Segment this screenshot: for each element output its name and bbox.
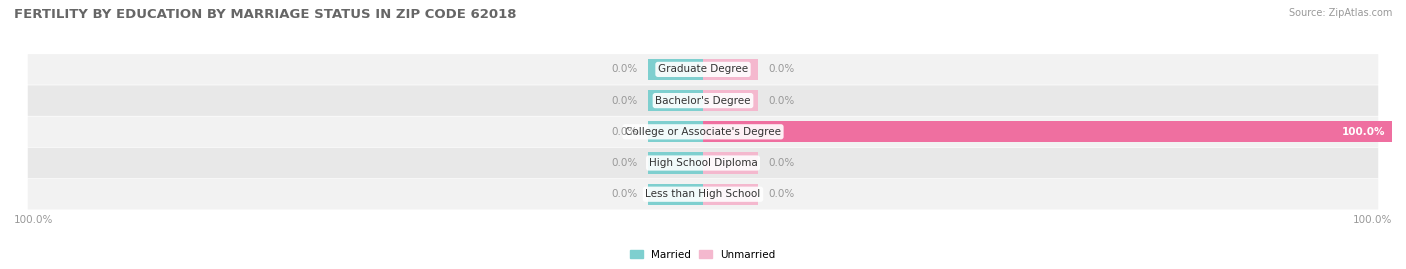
Text: 100.0%: 100.0% xyxy=(1353,214,1392,225)
Text: FERTILITY BY EDUCATION BY MARRIAGE STATUS IN ZIP CODE 62018: FERTILITY BY EDUCATION BY MARRIAGE STATU… xyxy=(14,8,516,21)
Text: 100.0%: 100.0% xyxy=(1341,127,1385,137)
Text: 0.0%: 0.0% xyxy=(612,189,637,199)
Text: 0.0%: 0.0% xyxy=(769,189,794,199)
Text: Less than High School: Less than High School xyxy=(645,189,761,199)
Bar xyxy=(703,184,758,205)
Text: College or Associate's Degree: College or Associate's Degree xyxy=(626,127,780,137)
FancyBboxPatch shape xyxy=(28,179,1378,210)
Text: 100.0%: 100.0% xyxy=(14,214,53,225)
Text: 0.0%: 0.0% xyxy=(612,64,637,75)
FancyBboxPatch shape xyxy=(28,148,1378,178)
Bar xyxy=(703,153,758,174)
Text: 0.0%: 0.0% xyxy=(612,95,637,106)
Bar xyxy=(648,153,703,174)
Bar xyxy=(703,90,758,111)
Text: Source: ZipAtlas.com: Source: ZipAtlas.com xyxy=(1288,8,1392,18)
Text: 0.0%: 0.0% xyxy=(612,127,637,137)
FancyBboxPatch shape xyxy=(28,85,1378,116)
FancyBboxPatch shape xyxy=(28,54,1378,85)
Bar xyxy=(648,121,703,142)
Bar xyxy=(703,121,1392,142)
Bar xyxy=(648,59,703,80)
Text: 0.0%: 0.0% xyxy=(612,158,637,168)
Text: Bachelor's Degree: Bachelor's Degree xyxy=(655,95,751,106)
Text: High School Diploma: High School Diploma xyxy=(648,158,758,168)
FancyBboxPatch shape xyxy=(28,116,1378,147)
Text: 0.0%: 0.0% xyxy=(769,95,794,106)
Text: 0.0%: 0.0% xyxy=(769,158,794,168)
Bar xyxy=(648,184,703,205)
Bar xyxy=(648,90,703,111)
Legend: Married, Unmarried: Married, Unmarried xyxy=(626,246,780,264)
Text: 0.0%: 0.0% xyxy=(769,64,794,75)
Text: Graduate Degree: Graduate Degree xyxy=(658,64,748,75)
Bar xyxy=(703,59,758,80)
